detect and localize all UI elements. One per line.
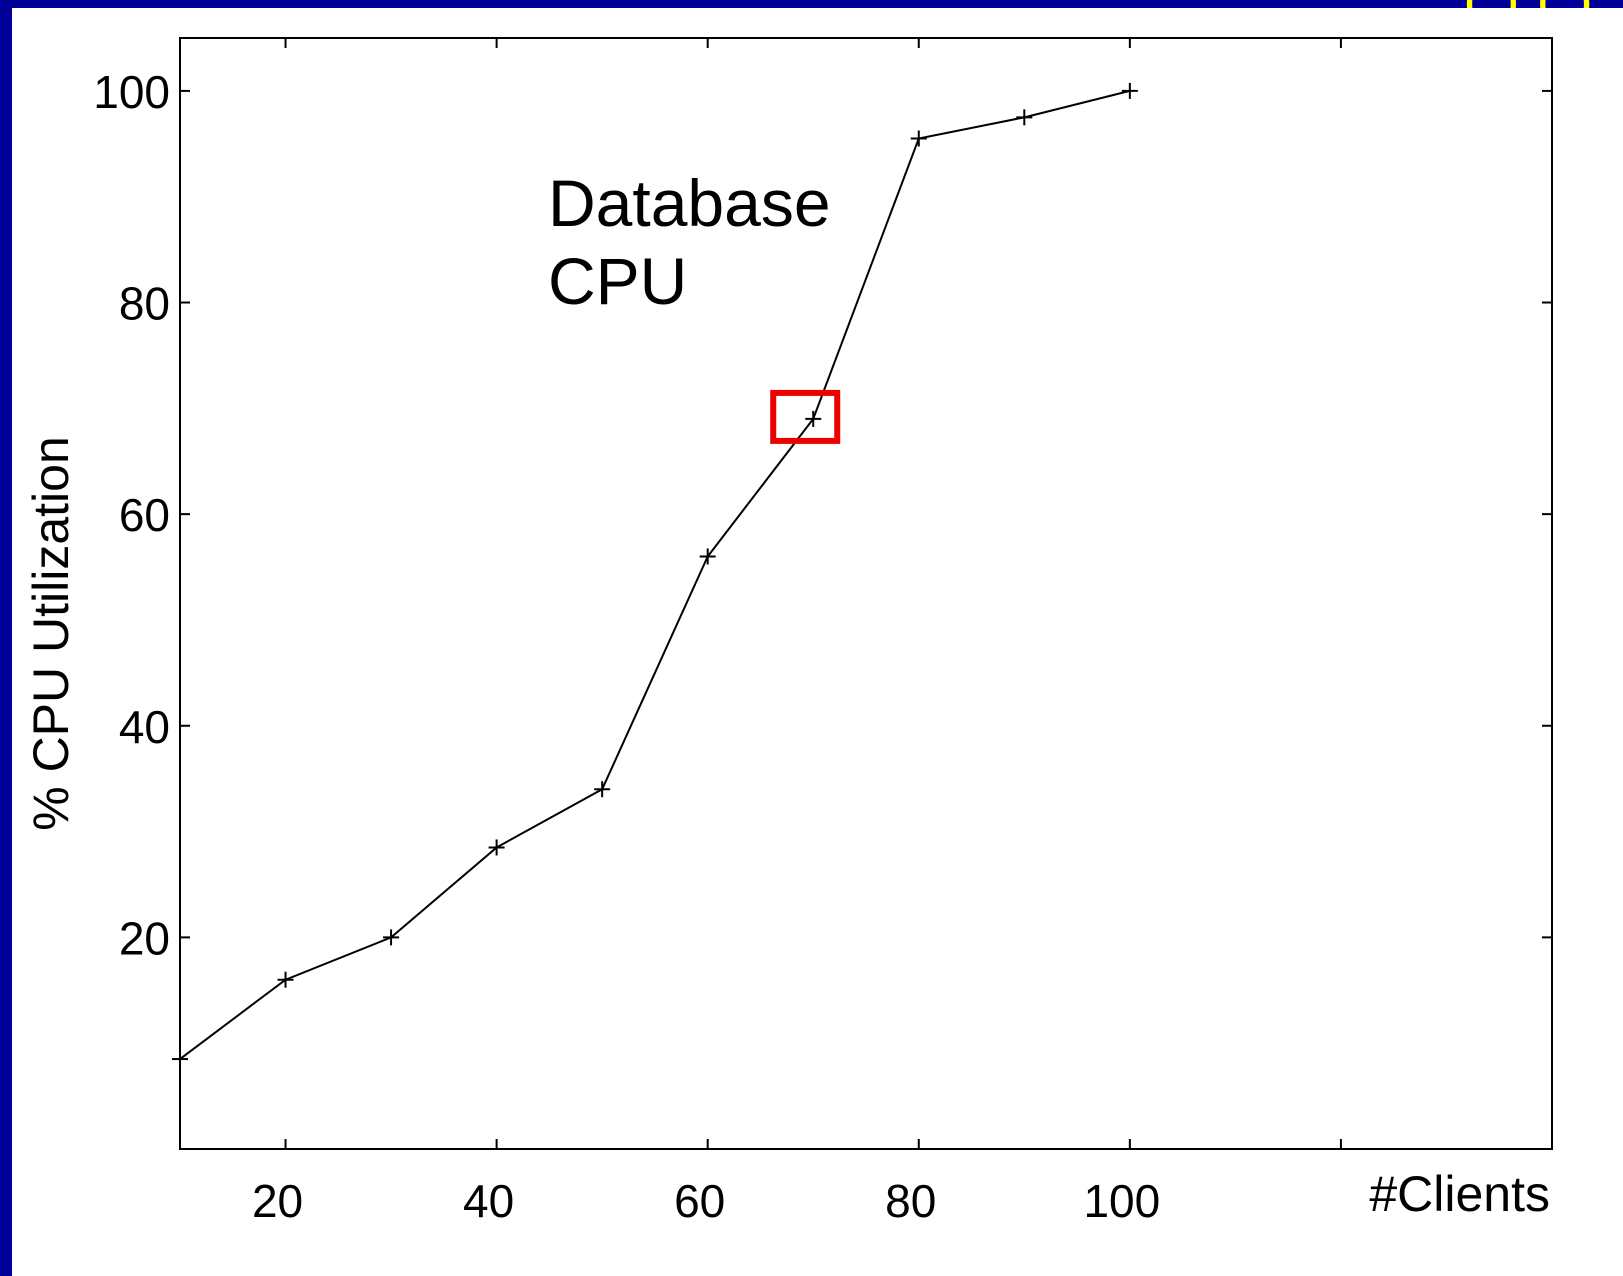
y-tick-label: 80 [119,278,170,330]
data-point-marker [172,1051,188,1068]
ticks: 20 40 60 80 100 20 40 60 80 100 [93,38,1552,1227]
data-point-marker [1016,109,1033,126]
data-point-marker [805,410,822,427]
data-point-marker [699,548,716,565]
x-tick-label: 100 [1083,1175,1160,1227]
highlight-box [770,389,841,444]
data-point-marker [488,839,505,856]
x-tick-label: 40 [463,1175,514,1227]
data-point-marker [1121,82,1138,99]
series [172,82,1138,1068]
plot-frame [179,37,1553,1150]
y-tick-label: 20 [119,912,170,964]
x-tick-label: 20 [252,1175,303,1227]
x-axis-label: #Clients [1369,1166,1550,1222]
data-point-marker [594,781,611,798]
series-line [179,89,1131,1060]
y-axis-label: % CPU Utilization [23,436,79,831]
y-tick-label: 100 [93,66,170,118]
plot-panel: 20 40 60 80 100 20 40 60 80 100 % CPU Utilization… [12,8,1623,1276]
cpu-utilization-chart: 20 40 60 80 100 20 40 60 80 100 % CPU Utilization… [23,37,1553,1227]
data-point-marker [277,971,294,988]
data-point-marker [383,929,400,946]
x-tick-label: 60 [674,1175,725,1227]
annotation-database: Database [548,166,831,240]
data-point-marker [910,130,927,147]
annotation-cpu: CPU [548,244,687,318]
x-tick-label: 80 [885,1175,936,1227]
y-tick-label: 60 [119,489,170,541]
y-tick-label: 40 [119,701,170,753]
labels: % CPU Utilization #Clients Database CPU [23,166,1550,1222]
axes [179,37,1553,1150]
